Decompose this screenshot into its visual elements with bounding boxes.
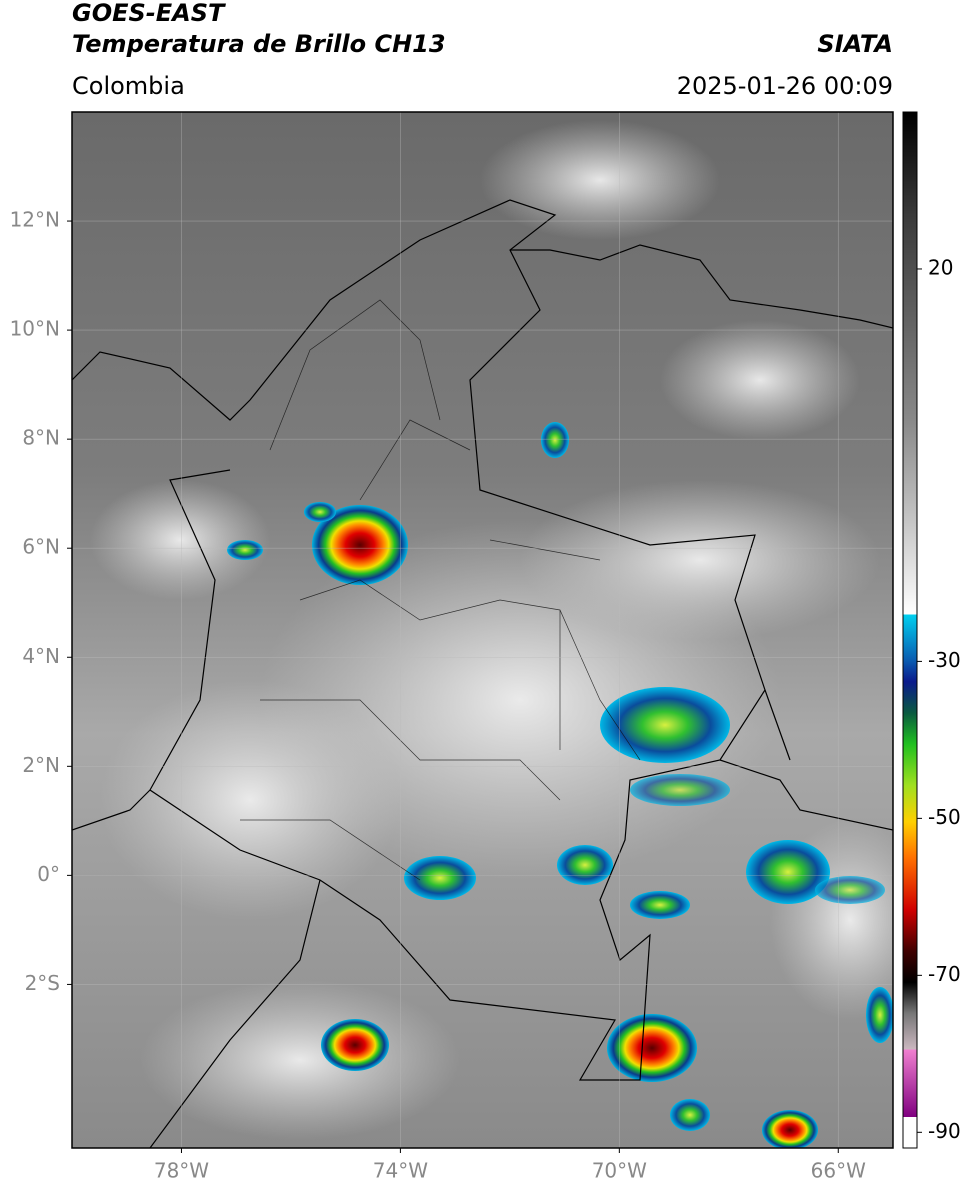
y-tick-label: 8°N <box>22 426 60 450</box>
datetime: 2025-01-26 00:09 <box>677 72 893 100</box>
colorbar-tick-label: -50 <box>928 805 961 829</box>
title: Temperatura de Brillo CH13 <box>72 30 446 58</box>
y-tick-label: 2°S <box>25 971 60 995</box>
colorbar-tick-label: -70 <box>928 962 961 986</box>
title: GOES-EAST <box>72 0 226 27</box>
x-tick-label: 74°W <box>373 1159 428 1183</box>
x-tick-label: 66°W <box>811 1159 866 1183</box>
y-tick-label: 0° <box>37 862 60 886</box>
y-tick-label: 2°N <box>22 753 60 777</box>
colorbar <box>902 111 918 1149</box>
map-image <box>72 112 893 1148</box>
map-frame <box>71 111 894 1149</box>
y-tick-label: 10°N <box>10 317 60 341</box>
colorbar-tick-label: 20 <box>928 255 953 279</box>
y-tick-label: 12°N <box>10 208 60 232</box>
colorbar-ticks: 20 -30 -50 -70 -90 <box>917 255 961 1143</box>
colorbar-tick-label: -90 <box>928 1119 961 1143</box>
region: Colombia <box>72 72 185 100</box>
y-tick-label: 4°N <box>22 644 60 668</box>
y-tick-label: 6°N <box>22 535 60 559</box>
grid <box>72 112 893 1148</box>
source: SIATA <box>817 30 893 58</box>
colorbar-tick-label: -30 <box>928 648 961 672</box>
x-tick-label: 78°W <box>154 1159 209 1183</box>
axes: 78°W 74°W 70°W 66°W 12°N 10°N 8°N 6°N 4°N 2°N 0° 2°… <box>10 208 867 1183</box>
x-tick-label: 70°W <box>592 1159 647 1183</box>
